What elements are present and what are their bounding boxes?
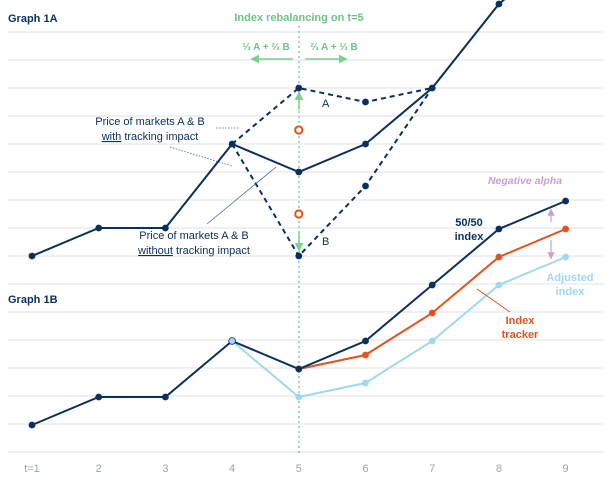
series-a-line (231, 86, 433, 145)
x-tick-label: 3 (162, 463, 168, 475)
without-impact-point (428, 84, 436, 92)
index-5050-point (295, 365, 303, 373)
with-impact-underlined: with (101, 131, 122, 143)
index-tracker-line (298, 228, 566, 370)
x-tick-label: 4 (229, 463, 235, 475)
with-impact-leader-b (169, 146, 233, 167)
weight-right-label: ⅔ A + ⅓ B (310, 42, 357, 53)
index-5050-point (162, 393, 169, 401)
graph-1a-title: Graph 1A (8, 13, 58, 25)
graph-1a (28, 0, 506, 260)
index-tracker-leader (476, 288, 511, 313)
x-tick-label: 2 (96, 463, 102, 475)
x-tick-label: 9 (563, 463, 569, 475)
adjusted-index-point (362, 379, 369, 387)
x-tick-label: 6 (362, 463, 368, 475)
series-a-label: A (322, 98, 330, 110)
graph-1b-title: Graph 1B (8, 294, 58, 306)
adjusted-index-label-line1: Adjusted (546, 272, 593, 284)
index-5050-label-line1: 50/50 (455, 217, 483, 229)
index-tracker-label-line1: Index (506, 315, 536, 327)
adjusted-index-point (562, 253, 569, 261)
without-impact-underlined: without (137, 245, 173, 257)
series-b-label: B (322, 236, 329, 248)
without-impact-rest: tracking impact (173, 245, 250, 257)
without-impact-label-line2: without tracking impact (137, 245, 250, 257)
weight-left-label: ⅓ A + ⅔ B (242, 42, 289, 53)
index-tracker-point (362, 351, 369, 359)
adjusted-index-point (495, 281, 503, 289)
x-axis-ticks: t=1 2 3 4 5 6 7 8 9 (24, 463, 568, 475)
without-impact-point (295, 168, 303, 176)
series-a-point (362, 98, 369, 106)
without-impact-label-line1: Price of markets A & B (139, 230, 248, 242)
rebalance-label: Index rebalancing on t=5 (234, 12, 363, 24)
x-tick-label: 7 (429, 463, 435, 475)
hollow-marker (294, 125, 304, 135)
index-tracker-point (495, 253, 503, 261)
without-impact-point (495, 0, 503, 8)
index-5050-point (562, 197, 569, 205)
adjusted-index-label-line2: index (556, 286, 586, 298)
series-b-point (362, 182, 369, 190)
with-impact-label-line1: Price of markets A & B (95, 116, 204, 128)
negative-alpha-label: Negative alpha (488, 175, 562, 187)
adjusted-index-point (428, 337, 436, 345)
index-5050-label-line2: index (455, 231, 485, 243)
index-5050-point (95, 393, 103, 401)
adjusted-index-point (295, 393, 303, 401)
adjusted-index-line (231, 256, 566, 399)
index-5050-point (362, 337, 369, 345)
without-impact-point (28, 252, 36, 260)
without-impact-point (362, 140, 369, 148)
graph-1b (28, 197, 569, 429)
without-impact-point (95, 224, 103, 232)
index-5050-point (495, 225, 503, 233)
series-b-line (231, 87, 434, 258)
index-tracker-label-line2: tracker (502, 329, 539, 341)
with-impact-label-line2: with tracking impact (101, 131, 199, 143)
index-5050-point (28, 421, 36, 429)
x-tick-label: 5 (296, 463, 302, 475)
without-impact-point (162, 224, 169, 232)
x-tick-label: t=1 (24, 463, 40, 475)
index-tracker-point (562, 225, 569, 233)
index-5050-point (428, 281, 436, 289)
series-a-point (295, 84, 303, 92)
with-impact-rest: tracking impact (121, 131, 198, 143)
index-5050-point (228, 337, 236, 345)
index-tracker-point (428, 309, 436, 317)
x-tick-label: 8 (496, 463, 502, 475)
without-impact-leader (206, 166, 277, 225)
gridlines (8, 31, 604, 453)
series-b-point (295, 252, 303, 260)
hollow-marker (294, 209, 304, 219)
without-impact-point (228, 140, 236, 148)
